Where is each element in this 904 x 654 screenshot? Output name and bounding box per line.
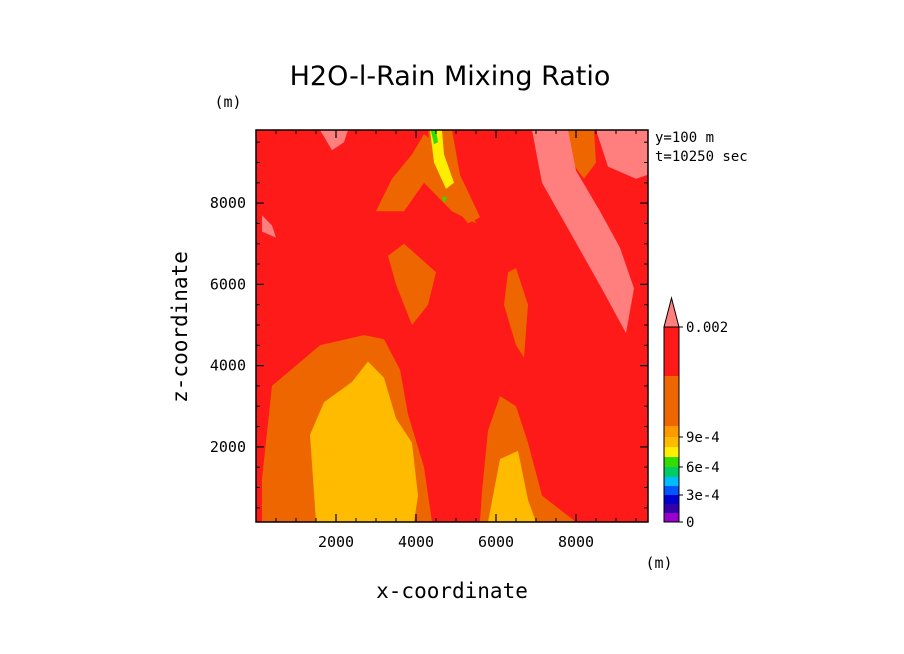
colorbar-extend-arrow bbox=[663, 296, 680, 328]
y-tick-label: 4000 bbox=[210, 357, 246, 375]
colorbar-label: 9e-4 bbox=[686, 430, 720, 446]
colorbar-label: 0 bbox=[686, 515, 694, 531]
colorbar-label: 3e-4 bbox=[686, 488, 720, 504]
colorbar-label: 0.002 bbox=[686, 320, 728, 336]
colorbar-label: 6e-4 bbox=[686, 460, 720, 476]
contour-region bbox=[262, 215, 276, 238]
x-tick-label: 4000 bbox=[398, 533, 434, 551]
info-line-y: y=100 m bbox=[655, 130, 714, 146]
y-tick-label: 6000 bbox=[210, 275, 246, 293]
colorbar-frame bbox=[663, 326, 680, 523]
colorbar-segment bbox=[664, 457, 679, 467]
contour-region bbox=[596, 130, 648, 179]
colorbar: 0 3e-4 6e-4 9e-4 0.002 bbox=[663, 296, 728, 531]
colorbar-segment bbox=[664, 327, 679, 376]
contour-region bbox=[532, 130, 634, 334]
contour-region bbox=[310, 361, 418, 522]
y-axis-label: z-coordinate bbox=[168, 251, 192, 403]
x-tick-label: 2000 bbox=[318, 533, 354, 551]
y-unit-label: (m) bbox=[214, 93, 241, 111]
colorbar-segment bbox=[664, 437, 679, 447]
contour-region bbox=[430, 130, 454, 189]
y-tick-label: 8000 bbox=[210, 194, 246, 212]
contour-region bbox=[488, 450, 536, 522]
contour-region bbox=[442, 197, 448, 204]
colorbar-segment bbox=[664, 486, 679, 495]
contour-region bbox=[504, 268, 528, 358]
colorbar-segment bbox=[664, 426, 679, 437]
contour-region bbox=[320, 130, 348, 151]
plot-frame bbox=[255, 129, 649, 523]
y-axis: 2000 4000 6000 8000 bbox=[210, 141, 648, 509]
info-line-t: t=10250 sec bbox=[655, 149, 748, 165]
x-axis-label: x-coordinate bbox=[376, 579, 528, 603]
x-tick-label: 8000 bbox=[558, 533, 594, 551]
colorbar-segment bbox=[664, 447, 679, 457]
x-unit-label: (m) bbox=[645, 554, 672, 572]
y-tick-label: 2000 bbox=[210, 438, 246, 456]
colorbar-segment bbox=[664, 477, 679, 486]
colorbar-segment bbox=[664, 495, 679, 504]
plot-area bbox=[256, 130, 648, 522]
colorbar-segment bbox=[664, 376, 679, 426]
contour-region bbox=[388, 243, 436, 325]
chart-title: H2O-l-Rain Mixing Ratio bbox=[290, 61, 611, 92]
x-axis: 2000 4000 6000 8000 bbox=[275, 130, 637, 551]
x-tick-label: 6000 bbox=[478, 533, 514, 551]
colorbar-segment bbox=[664, 467, 679, 477]
colorbar-segment bbox=[664, 513, 679, 522]
colorbar-segment bbox=[664, 504, 679, 513]
